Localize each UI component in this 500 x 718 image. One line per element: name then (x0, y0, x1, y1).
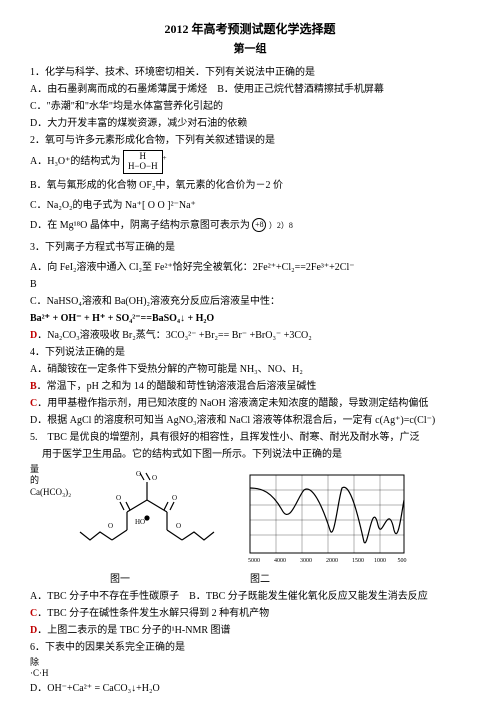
q3-C-eq: Ba²⁺ + OH⁻ + H⁺ + SO₄²⁻==BaSO₄↓ + H₂O (30, 311, 470, 327)
q2-D: D．在 Mg¹⁸O 晶体中，阴离子结构示意图可表示为 +8 ）2）8 (30, 218, 470, 234)
q2-A-sup: + (163, 154, 167, 162)
q3-stem: 3．下列离子方程式书写正确的是 (30, 240, 470, 256)
q4-A: A．硝酸铵在一定条件下受热分解的产物可能是 NH₃、NO、H₂ (30, 362, 470, 378)
q3-C: C．NaHSO₄溶液和 Ba(OH)₂溶液充分反应后溶液呈中性： (30, 294, 470, 310)
q1-stem: 1．化学与科学、技术、环境密切相关．下列有关说法中正确的是 (30, 65, 470, 81)
fig2-xlabel-1: 4000 (274, 558, 286, 564)
svg-text:O: O (176, 522, 181, 530)
q5-C-body: ．TBC 分子在碱性条件发生水解只得到 2 种有机产物 (37, 608, 269, 619)
q4-stem: 4．下列说法正确的是 (30, 345, 470, 361)
q5-margin-text: 量的Ca(HCO₃)₂ (30, 464, 42, 572)
q4-C: C．用甲基橙作指示剂，用已知浓度的 NaOH 溶液滴定未知浓度的醋酸，导致测定结… (30, 396, 470, 412)
q3-B: B (30, 277, 470, 293)
page-title: 2012 年高考预测试题化学选择题 (30, 20, 470, 39)
q4-B-body: ．常温下，pH 之和为 14 的醋酸和苛性钠溶液混合后溶液呈碱性 (37, 381, 317, 392)
fig2-xlabel-0: 5000 (248, 558, 260, 564)
figure-two-spectrum: 5000 4000 3000 2000 1500 1000 500 (242, 470, 412, 570)
q4-B: B．常温下，pH 之和为 14 的醋酸和苛性钠溶液混合后溶液呈碱性 (30, 379, 470, 395)
fig2-xlabel-3: 2000 (326, 558, 338, 564)
q2-C: C．Na₂O₂的电子式为 Na⁺[ O O ]²⁻Na⁺ (30, 198, 470, 214)
q2-D-atom-icon: +8 (252, 218, 266, 232)
q5-stem-b: 用于医学卫生用品。它的结构式如下图一所示。下列说法中正确的是 (30, 447, 470, 463)
q4-B-label: B (30, 381, 37, 392)
q5-D: D．上图二表示的是 TBC 分子的¹H-NMR 图谱 (30, 623, 470, 639)
q2-A-box-bot: H−O−H (128, 161, 158, 171)
q1-C: C．"赤潮"和"水华"均是水体富营养化引起的 (30, 99, 470, 115)
page-subtitle: 第一组 (30, 41, 470, 59)
fig2-xlabel-5: 1000 (374, 558, 386, 564)
q6-margin-text: 除·C·H (30, 657, 42, 680)
q5-C: C．TBC 分子在碱性条件发生水解只得到 2 种有机产物 (30, 606, 470, 622)
fig2-xlabel-6: 500 (398, 558, 407, 564)
fig1-caption: 图一 (110, 572, 130, 588)
q2-A-box-top: H (140, 151, 147, 161)
q3-A: A．向 FeI₂溶液中通入 Cl₂至 Fe²⁺恰好完全被氧化：2Fe²⁺+Cl₂… (30, 260, 470, 276)
q2-stem: 2．氧可与许多元素形成化合物，下列有关叙述错误的是 (30, 133, 470, 149)
q6-stem: 6．下表中的因果关系完全正确的是 (30, 640, 470, 656)
q2-D-tail: ）2）8 (269, 221, 293, 230)
svg-text:O: O (136, 470, 141, 478)
q4-C-body: ．用甲基橙作指示剂，用已知浓度的 NaOH 溶液滴定未知浓度的醋酸，导致测定结构… (37, 398, 428, 409)
svg-text:HO: HO (135, 518, 145, 526)
q3-D: D．Na₂CO₃溶液吸收 Br₂蒸气：3CO₃²⁻ +Br₂== Br⁻ +Br… (30, 328, 470, 344)
q1-A: A．由石墨剥离而成的石墨烯薄属于烯烃 B．使用正己烷代替酒精擦拭手机屏幕 (30, 82, 470, 98)
q4-D: D．根据 AgCl 的溶度积可知当 AgNO₃溶液和 NaCl 溶液等体积混合后… (30, 413, 470, 429)
q3-D-body: ．Na₂CO₃溶液吸收 Br₂蒸气：3CO₃²⁻ +Br₂== Br⁻ +BrO… (37, 330, 312, 341)
q6-bottom: D．OH⁻+Ca²⁺ = CaCO₃↓+H₂O (30, 681, 470, 697)
svg-text:O: O (108, 522, 113, 530)
q2-D-pre: D．在 Mg¹⁸O 晶体中，阴离子结构示意图可表示为 (30, 220, 250, 231)
q2-A-pre: A．H₃O⁺的结构式为 (30, 156, 120, 167)
q2-A: A．H₃O⁺的结构式为 H H−O−H + (30, 150, 470, 174)
q5-A: A．TBC 分子中不存在手性碳原子 B．TBC 分子既能发生催化氧化反应又能发生… (30, 589, 470, 605)
fig2-xlabel-4: 1500 (352, 558, 364, 564)
figure-one-structure: HO O O O O O O (72, 470, 222, 570)
svg-text:O: O (152, 474, 157, 482)
q1-D: D．大力开发丰富的煤炭资源，减少对石油的依赖 (30, 116, 470, 132)
fig2-xlabel-2: 3000 (300, 558, 312, 564)
q5-stem-a: 5. TBC 是优良的增塑剂，具有很好的相容性，且挥发性小、耐寒、耐光及耐水等，… (30, 430, 470, 446)
q5-D-body: ．上图二表示的是 TBC 分子的¹H-NMR 图谱 (37, 625, 230, 636)
q4-D2: ．根据 AgCl 的溶度积可知当 AgNO₃溶液和 NaCl 溶液等体积混合后，… (37, 415, 435, 426)
svg-text:O: O (116, 494, 121, 502)
fig2-caption: 图二 (250, 572, 270, 588)
svg-text:O: O (172, 494, 177, 502)
q2-B: B．氧与氟形成的化合物 OF₂中，氧元素的化合价为－2 价 (30, 178, 470, 194)
q2-A-structure: H H−O−H (123, 150, 163, 174)
